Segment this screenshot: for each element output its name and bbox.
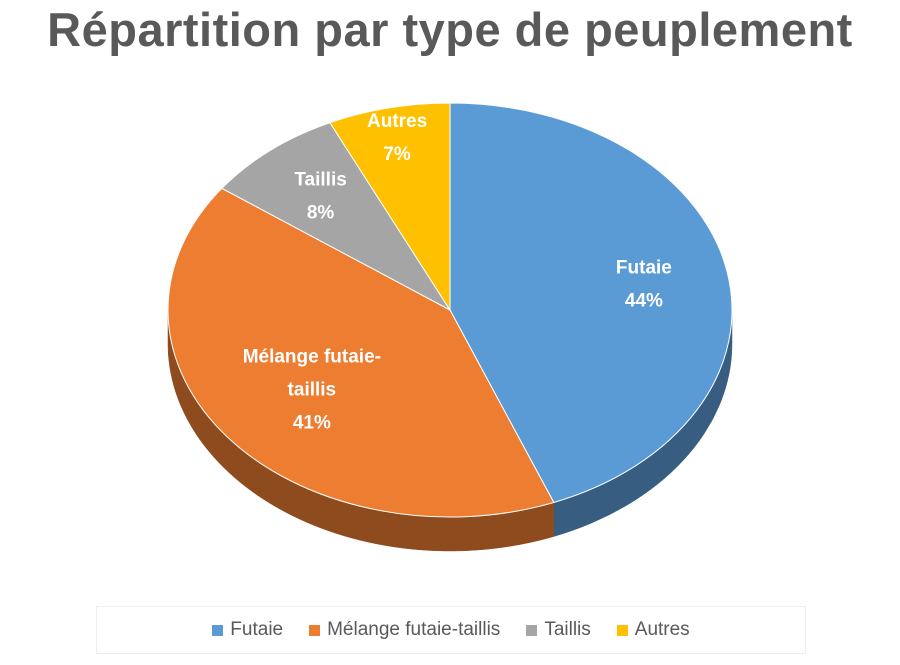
data-label-line: 44% — [625, 290, 663, 311]
pie-slice-futaie[interactable] — [449, 102, 733, 504]
pie-slice-melange-futaie-taillis[interactable] — [167, 187, 555, 518]
legend-swatch — [309, 624, 321, 636]
data-label-line: 41% — [293, 413, 331, 434]
data-label-line: 8% — [307, 203, 335, 224]
pie-slice-taillis[interactable] — [221, 122, 452, 312]
legend-swatch — [212, 624, 224, 636]
data-label-futaie: Futaie 44% — [616, 257, 672, 311]
pie-slices — [167, 102, 733, 518]
legend-item-autres[interactable]: Autres — [616, 619, 690, 641]
legend-label: Taillis — [544, 619, 591, 640]
data-label-taillis: Taillis 8% — [294, 170, 346, 224]
data-label-line: taillis — [288, 380, 337, 401]
legend-swatch — [616, 624, 628, 636]
data-label-line: 7% — [383, 144, 411, 165]
pie-slice-autres[interactable] — [329, 102, 451, 312]
chart-title: Répartition par type de peuplement — [47, 3, 853, 56]
legend-item-melange[interactable]: Mélange futaie-taillis — [309, 619, 500, 641]
legend-label: Mélange futaie-taillis — [327, 619, 501, 640]
data-label-line: Futaie — [616, 257, 672, 278]
data-label-line: Mélange futaie- — [243, 347, 381, 368]
legend: Futaie Mélange futaie-taillis Taillis Au… — [96, 606, 806, 654]
data-label-line: Taillis — [294, 170, 346, 191]
legend-item-taillis[interactable]: Taillis — [526, 619, 591, 641]
legend-label: Autres — [634, 619, 690, 640]
legend-label: Futaie — [230, 619, 284, 640]
pie-data-labels: Futaie 44% Mélange futaie-taillis 41% Tailli… — [243, 111, 672, 434]
legend-swatch — [526, 624, 538, 636]
data-label-autres: Autres 7% — [367, 111, 427, 165]
pie-chart: Futaie 44% Mélange futaie-taillis 41% Tailli… — [167, 102, 733, 552]
data-label-melange-futaie-taillis: Mélange futaie-taillis 41% — [243, 347, 381, 434]
data-label-line: Autres — [367, 111, 427, 132]
legend-item-futaie[interactable]: Futaie — [212, 619, 283, 641]
